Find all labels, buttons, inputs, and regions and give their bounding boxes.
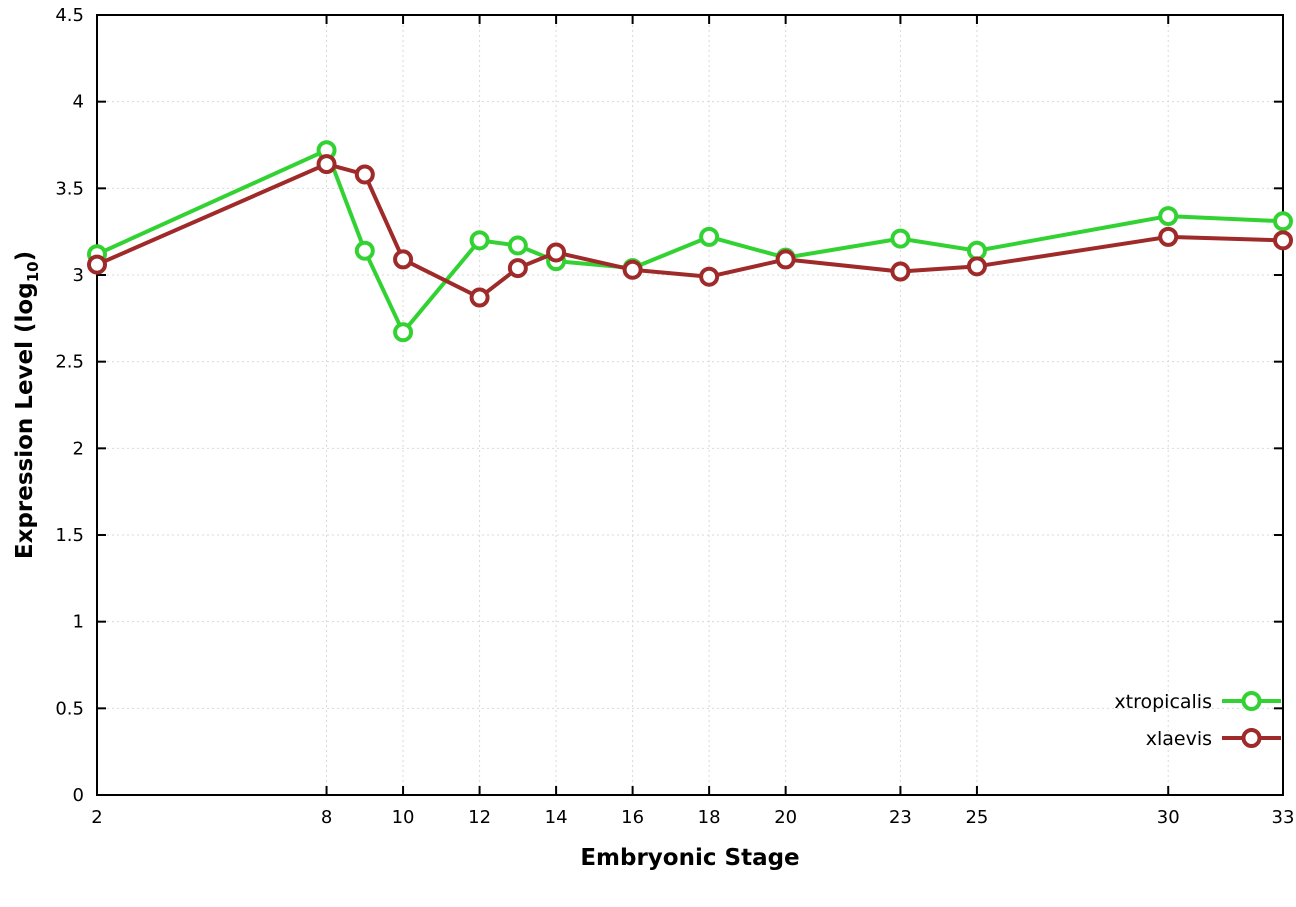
plot-border <box>96 14 1284 796</box>
series-xlaevis-marker <box>622 259 643 280</box>
y-tick-label: 4 <box>73 92 84 113</box>
series-xtropicalis-marker <box>890 228 911 249</box>
legend-label-xtropicalis: xtropicalis <box>1114 691 1212 713</box>
x-tick-label: 16 <box>621 807 644 828</box>
x-tick-label: 10 <box>392 807 415 828</box>
y-tick-label: 2 <box>73 438 84 459</box>
series-xlaevis-marker <box>87 254 107 275</box>
x-tick-label: 8 <box>321 807 332 828</box>
series-xtropicalis-marker <box>1273 211 1293 232</box>
series-xtropicalis-marker <box>699 226 720 247</box>
y-tick-label: 4.5 <box>55 5 84 26</box>
series-xlaevis-marker <box>469 287 490 308</box>
x-tick-label: 33 <box>1272 807 1295 828</box>
series-xtropicalis-marker <box>507 235 528 256</box>
series-xlaevis-marker <box>393 249 414 270</box>
y-tick-label: 2.5 <box>55 352 84 373</box>
series-xlaevis-marker <box>1158 226 1179 247</box>
y-axis-label: Expression Level (log10) <box>12 251 42 559</box>
legend-label-xlaevis: xlaevis <box>1146 728 1212 750</box>
series-xlaevis-marker <box>699 266 720 287</box>
x-tick-label: 23 <box>889 807 912 828</box>
series-xtropicalis-marker <box>354 240 375 261</box>
series-xlaevis-line <box>95 162 1285 300</box>
y-tick-label: 0 <box>73 785 84 806</box>
x-axis-label: Embryonic Stage <box>580 845 800 871</box>
x-tick-label: 25 <box>965 807 988 828</box>
y-axis-label-main: Expression Level (log <box>12 282 39 560</box>
series-xlaevis-marker <box>507 258 528 279</box>
y-tick-label: 3 <box>73 265 84 286</box>
x-tick-label: 2 <box>91 807 102 828</box>
x-tick-label: 20 <box>774 807 797 828</box>
series-xtropicalis-marker <box>393 322 414 343</box>
x-tick-label: 12 <box>468 807 491 828</box>
y-tick-label: 0.5 <box>55 698 84 719</box>
series-xlaevis-marker <box>890 261 911 282</box>
x-tick-label: 30 <box>1157 807 1180 828</box>
y-tick-label: 3.5 <box>55 178 84 199</box>
series-xlaevis-marker <box>354 164 375 185</box>
series-xlaevis-marker <box>775 249 796 270</box>
legend-sample-marker-xlaevis <box>1241 728 1262 748</box>
y-tick-label: 1.5 <box>55 525 84 546</box>
y-tick-label: 1 <box>73 612 84 633</box>
series-xlaevis-marker <box>1273 230 1293 251</box>
series-xlaevis-marker <box>546 242 567 263</box>
y-axis-label-sub: 10 <box>23 261 42 283</box>
x-tick-label: 18 <box>698 807 721 828</box>
series-xtropicalis-line <box>95 148 1285 335</box>
series-xtropicalis-marker <box>1158 206 1179 227</box>
series-xlaevis-marker <box>966 256 987 277</box>
series-xtropicalis-marker <box>469 230 490 251</box>
x-tick-label: 14 <box>545 807 568 828</box>
series-xlaevis-marker <box>316 154 337 175</box>
y-axis-label-end: ) <box>12 250 39 262</box>
legend-sample-marker-xtropicalis <box>1241 691 1262 711</box>
